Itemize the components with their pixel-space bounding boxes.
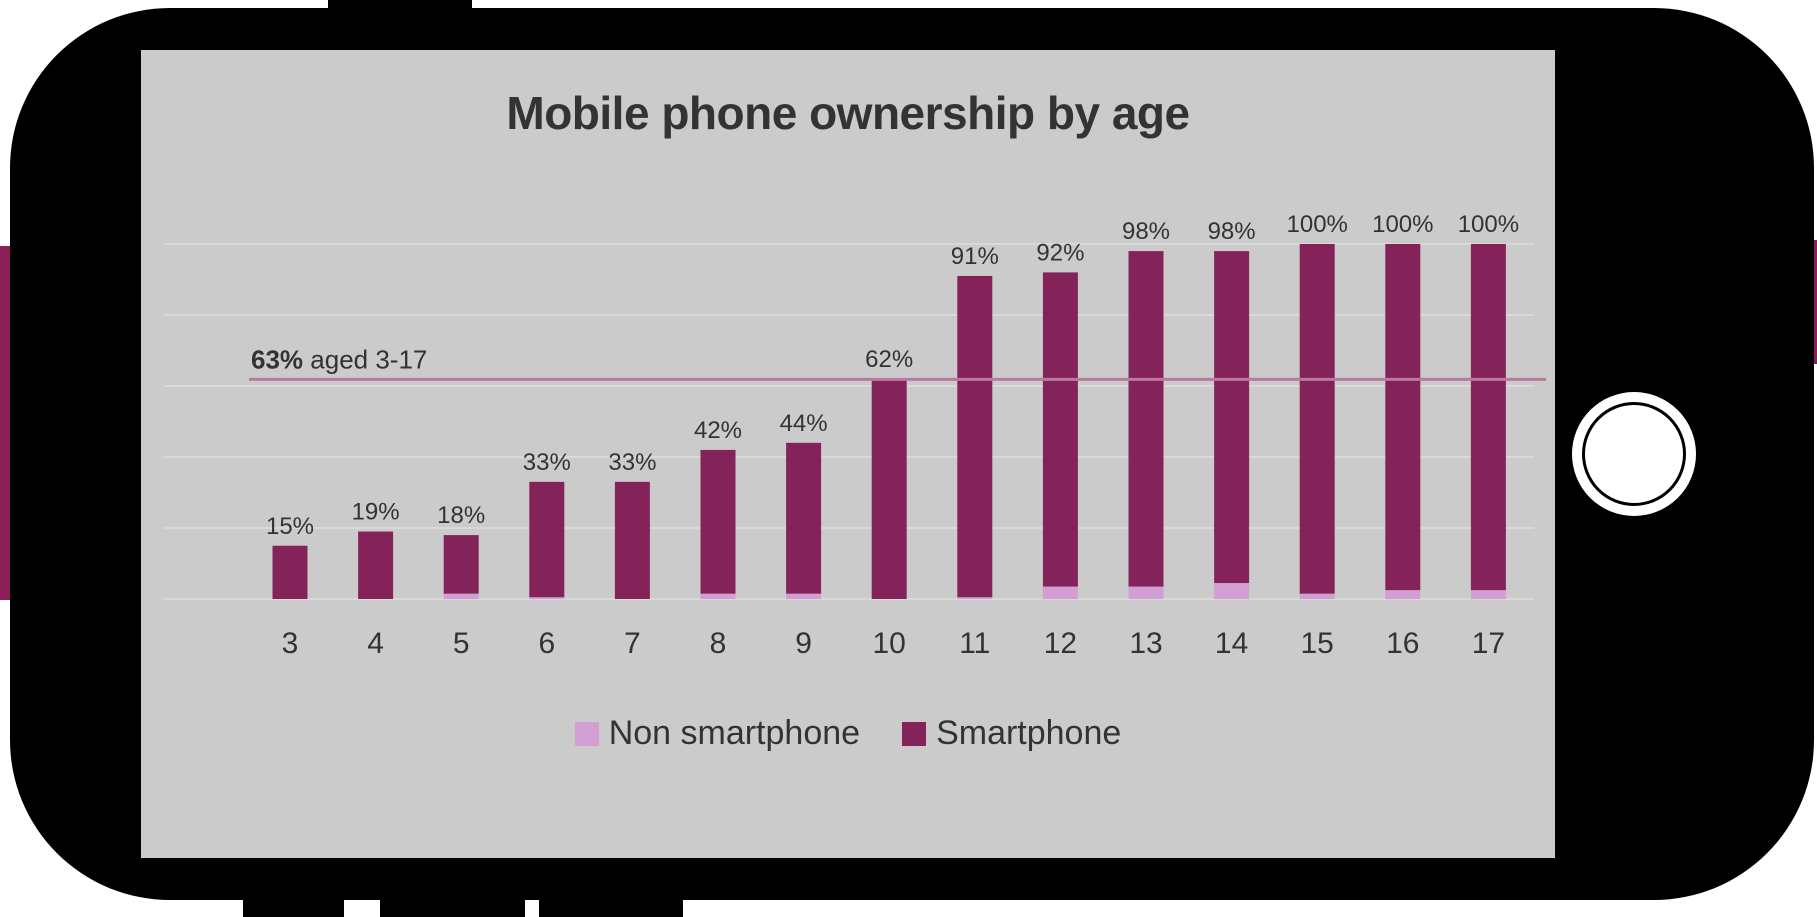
bar-segment-smartphone-age-11 [957, 275, 993, 598]
phone-side-button-left [0, 246, 12, 600]
legend-swatch-smartphone [902, 721, 927, 746]
data-label-age-8: 42% [694, 417, 742, 444]
x-tick-label-5: 5 [453, 627, 470, 660]
bar-segment-non-smartphone-age-14 [1214, 583, 1250, 599]
x-tick-label-6: 6 [538, 627, 555, 660]
x-tick-label-16: 16 [1386, 627, 1419, 660]
x-tick-label-4: 4 [367, 627, 384, 660]
data-label-age-3: 15% [266, 513, 314, 540]
x-tick-label-17: 17 [1472, 627, 1505, 660]
x-tick-label-13: 13 [1129, 627, 1162, 660]
x-tick-label-11: 11 [959, 627, 990, 660]
data-label-age-11: 91% [951, 243, 999, 270]
x-tick-label-14: 14 [1215, 627, 1248, 660]
bar-segment-smartphone-age-15 [1299, 244, 1335, 594]
data-label-age-17: 100% [1458, 211, 1519, 238]
x-tick-label-12: 12 [1044, 627, 1077, 660]
bar-segment-non-smartphone-age-11 [957, 597, 993, 599]
bar-segment-smartphone-age-5 [443, 535, 479, 594]
bar-segment-smartphone-age-17 [1470, 244, 1506, 591]
x-axis-tick-labels: 3 4 5 6 7 8 9 10 11 12 13 14 15 16 17 [282, 627, 1505, 660]
x-tick-label-7: 7 [624, 627, 641, 660]
average-line-label-value: 63% [251, 344, 303, 374]
bar-segment-non-smartphone-age-13 [1128, 586, 1164, 599]
data-label-age-10: 62% [865, 346, 913, 373]
bar-segment-non-smartphone-age-16 [1385, 590, 1421, 599]
chart-title: Mobile phone ownership by age [506, 87, 1190, 139]
bar-segment-non-smartphone-age-12 [1042, 586, 1078, 599]
data-label-age-12: 92% [1036, 239, 1084, 266]
x-tick-label-8: 8 [710, 627, 727, 660]
bar-segment-non-smartphone-age-5 [443, 593, 479, 599]
data-label-age-6: 33% [523, 449, 571, 476]
legend-label-smartphone: Smartphone [936, 714, 1122, 752]
data-label-age-16: 100% [1372, 211, 1433, 238]
data-labels: 15% 19% 18% 33% 33% 42% 44% 62% 91% 92% 98% 98% 100%… [266, 211, 1519, 540]
legend-swatch-non-smartphone [574, 721, 599, 746]
bar-segment-smartphone-age-13 [1128, 251, 1164, 587]
data-label-age-5: 18% [437, 502, 485, 529]
bar-segment-smartphone-age-4 [358, 531, 394, 599]
bar-segment-non-smartphone-age-6 [529, 597, 565, 599]
x-tick-label-10: 10 [873, 627, 906, 660]
bar-segment-smartphone-age-7 [614, 481, 650, 599]
bar-segment-smartphone-age-6 [529, 481, 565, 598]
data-label-age-15: 100% [1287, 211, 1348, 238]
bar-segment-smartphone-age-14 [1214, 251, 1250, 584]
bar-segment-smartphone-age-9 [786, 442, 822, 594]
home-button-ring [1582, 402, 1686, 506]
bar-segment-smartphone-age-12 [1042, 272, 1078, 587]
average-reference-line: 63% aged 3-17 [249, 344, 1546, 381]
bar-segment-smartphone-age-8 [700, 449, 736, 594]
bars [272, 244, 1506, 599]
phone-screen: Mobile phone ownership by age 63% aged 3… [141, 50, 1555, 858]
legend-item-non-smartphone: Non smartphone [574, 714, 861, 753]
data-label-age-4: 19% [352, 499, 400, 526]
x-tick-label-3: 3 [282, 627, 299, 660]
x-tick-label-9: 9 [795, 627, 812, 660]
legend-label-non-smartphone: Non smartphone [608, 714, 861, 752]
bar-segment-non-smartphone-age-9 [786, 593, 822, 599]
data-label-age-13: 98% [1122, 218, 1170, 245]
home-button[interactable] [1572, 392, 1696, 516]
data-label-age-14: 98% [1208, 218, 1256, 245]
bar-segment-non-smartphone-age-8 [700, 593, 736, 599]
average-line-label-text: aged 3-17 [303, 344, 427, 374]
bar-chart: 63% aged 3-17 15%19% 18%33% 33%42% 44%62%91… [164, 211, 1546, 660]
bar-segment-non-smartphone-age-15 [1299, 593, 1335, 599]
legend-item-smartphone: Smartphone [902, 714, 1121, 753]
x-tick-label-15: 15 [1301, 627, 1334, 660]
average-line-label: 63% aged 3-17 [251, 344, 427, 374]
bar-segment-smartphone-age-3 [272, 545, 308, 599]
legend: Non smartphone Smartphone [141, 714, 1555, 753]
data-label-age-9: 44% [780, 410, 828, 437]
bar-segment-smartphone-age-16 [1385, 244, 1421, 591]
bar-segment-smartphone-age-10 [871, 378, 907, 599]
data-label-age-7: 33% [608, 449, 656, 476]
bar-segment-non-smartphone-age-17 [1470, 590, 1506, 599]
